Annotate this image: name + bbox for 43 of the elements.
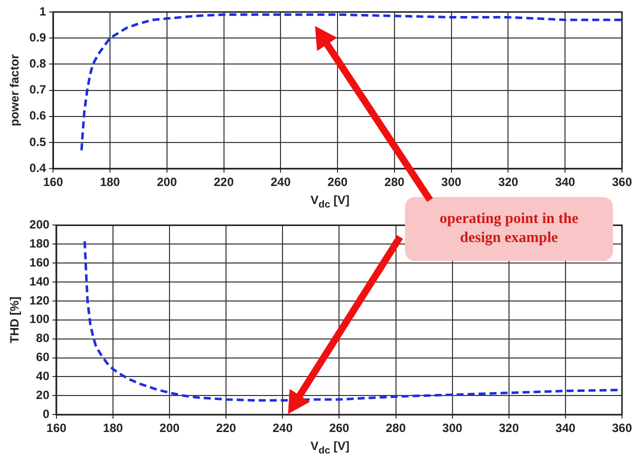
y-tick-label: 60 [36, 350, 50, 364]
x-tick-label: 200 [156, 175, 178, 190]
x-tick-label: 260 [328, 175, 348, 190]
x-tick-label: 180 [100, 175, 120, 190]
y-tick-label: 20 [36, 388, 50, 402]
y-tick-label: 160 [29, 255, 50, 270]
x-tick-label: 360 [612, 175, 632, 190]
x-tick-label: 220 [216, 421, 236, 436]
y-tick-label: 0.9 [29, 30, 46, 44]
y-axis-title: THD [%] [8, 296, 22, 344]
x-tick-label: 260 [329, 421, 350, 436]
x-tick-label: 240 [272, 421, 293, 436]
x-tick-label: 360 [612, 421, 632, 436]
y-tick-label: 80 [36, 331, 50, 346]
x-tick-label: 200 [160, 421, 180, 436]
line-series [80, 13, 622, 152]
x-tick-label: 280 [386, 421, 406, 436]
y-tick-label: 0.6 [29, 108, 46, 123]
x-tick-label: 240 [270, 175, 291, 190]
y-tick-label: 100 [29, 312, 50, 326]
y-tick-label: 0.5 [29, 134, 46, 149]
y-tick-label: 180 [29, 236, 50, 250]
x-tick-label: 320 [498, 421, 520, 436]
y-tick-label: 200 [29, 218, 50, 232]
y-tick-label: 140 [29, 274, 50, 288]
y-axis-title: power factor [8, 54, 22, 126]
y-tick-label: 0 [42, 406, 50, 421]
x-axis-title: V$_{dc}$ [V] [310, 193, 350, 210]
x-tick-label: 280 [384, 175, 405, 190]
x-tick-label: 340 [555, 175, 576, 190]
y-tick-label: 1 [39, 4, 46, 18]
y-tick-label: 0.4 [29, 160, 46, 175]
y-tick-label: 0.8 [29, 56, 46, 71]
y-tick-label: 120 [29, 293, 50, 308]
x-tick-label: 300 [442, 421, 463, 436]
x-tick-label: 320 [498, 175, 519, 190]
x-tick-label: 300 [441, 175, 462, 190]
x-tick-label: 340 [555, 421, 576, 436]
y-tick-label: 40 [36, 369, 50, 384]
x-tick-label: 220 [214, 175, 234, 190]
x-tick-label: 180 [102, 421, 124, 436]
x-axis-title: V$_{dc}$ [V] [310, 439, 350, 456]
y-tick-label: 0.7 [29, 82, 46, 97]
